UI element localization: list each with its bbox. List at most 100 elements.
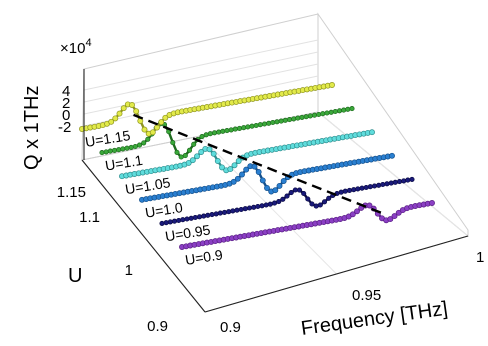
- series-label-3: U=1.05: [124, 174, 172, 197]
- series-1-point-23: [255, 203, 261, 210]
- series-4-point-51: [311, 112, 318, 118]
- series-5-point-8: [112, 115, 119, 122]
- series-1-point-11: [205, 212, 211, 218]
- series-5-point-9: [116, 110, 123, 117]
- trend-line-group: [133, 113, 382, 214]
- series-3-point-28: [235, 158, 242, 164]
- x-tick-1: 0.95: [352, 287, 381, 304]
- series-1-point-2: [167, 219, 173, 225]
- series-4-point-19: [178, 154, 184, 160]
- z-tick-1: 0: [62, 107, 70, 124]
- series-1-point-32: [292, 187, 298, 193]
- series-4-point-24: [199, 134, 205, 140]
- series-3-point-60: [369, 129, 375, 136]
- series-1-point-9: [196, 214, 203, 220]
- series-4-point-31: [228, 127, 234, 133]
- series-0-point-41: [349, 211, 356, 218]
- series-4-point-35: [245, 124, 251, 130]
- series-1-point-28: [276, 199, 282, 205]
- series-2-point-23: [234, 175, 241, 182]
- series-2-point-28: [255, 169, 262, 175]
- u-axis-line: [81, 159, 206, 313]
- series-4-point-20: [182, 153, 188, 159]
- series-4-point-26: [207, 131, 213, 137]
- series-1-point-46: [351, 187, 357, 193]
- series-5-point-60: [329, 82, 335, 88]
- series-4-point-28: [216, 129, 222, 135]
- series-4-point-37: [253, 122, 259, 129]
- series-3-point-16: [185, 159, 192, 166]
- series-1-point-21: [246, 205, 253, 211]
- series-U=1.1: U=1.1: [99, 106, 355, 174]
- series-4-point-30: [224, 128, 230, 134]
- series-4-point-52: [316, 111, 322, 118]
- series-3-point-23: [214, 158, 221, 164]
- series-1-point-19: [238, 206, 244, 213]
- series-4-point-10: [141, 140, 147, 146]
- series-2-point-22: [230, 178, 237, 185]
- series-1-point-60: [409, 176, 415, 182]
- series-4-point-6: [124, 145, 130, 151]
- series-4-point-29: [220, 128, 226, 134]
- series-4-point-44: [282, 117, 288, 123]
- series-4-point-42: [274, 119, 280, 125]
- series-1-point-53: [380, 181, 386, 188]
- series-1-point-26: [267, 201, 273, 207]
- series-label-1: U=0.95: [164, 221, 212, 244]
- series-2-point-29: [259, 177, 266, 184]
- series-4-point-11: [145, 136, 151, 142]
- series-1-point-5: [180, 217, 186, 223]
- series-1-point-20: [242, 206, 248, 212]
- series-2-point-33: [276, 182, 283, 189]
- series-1-point-12: [209, 212, 215, 218]
- series-4-point-43: [278, 118, 284, 124]
- series-2-point-24: [239, 171, 245, 178]
- x-tick-0: 0.9: [220, 319, 241, 336]
- series-5-point-18: [154, 124, 160, 131]
- series-1-point-51: [371, 183, 378, 189]
- series-1-point-30: [284, 193, 290, 199]
- series-4-point-54: [324, 110, 330, 116]
- series-1-point-6: [184, 216, 190, 222]
- series-5-point-15: [141, 126, 148, 133]
- series-1-point-59: [405, 177, 411, 183]
- series-2-point-25: [243, 166, 250, 173]
- series-4-point-25: [203, 132, 209, 138]
- series-4-point-8: [132, 143, 138, 150]
- z-tick-3: 4: [62, 83, 70, 100]
- series-1-point-22: [251, 204, 257, 210]
- series-5-point-12: [129, 102, 135, 108]
- z-multiplier: ×10: [60, 40, 85, 57]
- series-3-point-19: [198, 149, 205, 155]
- series-2-point-27: [251, 163, 258, 170]
- series-4-point-5: [120, 146, 126, 152]
- series-4-point-2: [107, 148, 113, 154]
- series-4-point-41: [270, 119, 276, 126]
- series-1-point-4: [176, 217, 182, 224]
- series-0-point-52: [395, 209, 402, 216]
- series-1-point-36: [309, 201, 315, 207]
- series-2-point-32: [272, 187, 279, 194]
- series-4-point-34: [241, 125, 247, 131]
- series-1-point-1: [163, 220, 169, 226]
- series-4-point-59: [345, 106, 351, 112]
- series-5-point-19: [158, 119, 165, 126]
- series-1-point-8: [192, 214, 198, 221]
- series-4-point-47: [295, 115, 301, 121]
- series-1-point-49: [363, 184, 369, 191]
- series-5-point-7: [108, 118, 115, 125]
- series-4-point-4: [116, 147, 122, 153]
- x-grid-line-2: [317, 111, 469, 237]
- series-1-point-15: [221, 209, 228, 215]
- series-4-point-60: [349, 106, 355, 112]
- series-U=0.9: U=0.9: [179, 200, 435, 268]
- u-tick-1: 1: [125, 262, 133, 279]
- series-4-point-22: [191, 141, 197, 147]
- series-5-point-10: [120, 105, 127, 112]
- right-wall: [317, 12, 469, 238]
- series-4-point-48: [299, 114, 305, 120]
- series-2-point-34: [280, 178, 287, 184]
- series-2-point-60: [389, 152, 395, 159]
